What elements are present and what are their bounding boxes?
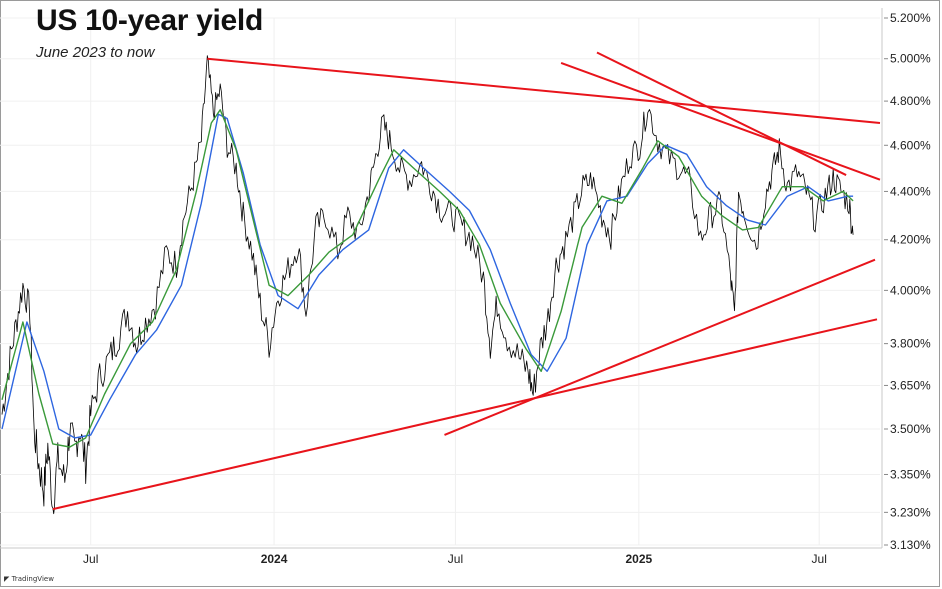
trendline-4 (52, 318, 878, 511)
y-tick-label: 5.000% (890, 52, 931, 66)
x-tick-label: Jul (83, 552, 98, 566)
logo-icon: ◤ (4, 575, 10, 583)
y-tick-label: 3.350% (890, 467, 931, 481)
chart-subtitle: June 2023 to now (36, 44, 155, 61)
trendline-1 (207, 57, 881, 124)
x-tick-label: Jul (448, 552, 463, 566)
trendlines-layer (52, 51, 881, 511)
series-line-ma-fast (1, 109, 854, 448)
y-tick-label: 4.600% (890, 138, 931, 152)
y-tick-label: 4.000% (890, 283, 931, 297)
trendline-2 (560, 61, 881, 181)
x-tick-label: 2024 (261, 552, 288, 566)
y-tick-label: 3.130% (890, 538, 931, 552)
tradingview-logo: ◤ TradingView (4, 575, 54, 583)
x-tick-label: Jul (812, 552, 827, 566)
chart-title: US 10-year yield (36, 4, 263, 37)
y-tick-label: 4.200% (890, 233, 931, 247)
y-tick-label: 4.400% (890, 184, 931, 198)
y-tick-label: 5.200% (890, 11, 931, 25)
series-line-ma-slow (1, 113, 854, 439)
x-tick-label: 2025 (625, 552, 652, 566)
x-axis: Jul 2024 Jul 2025 Jul (0, 547, 882, 566)
y-tick-label: 3.500% (890, 422, 931, 436)
trendline-3 (596, 51, 847, 176)
series-layer (1, 55, 854, 515)
logo-text: TradingView (11, 575, 54, 583)
y-axis: 5.200% 5.000% 4.800% 4.600% 4.400% 4.200% 4.00… (881, 8, 931, 552)
y-tick-label: 3.650% (890, 378, 931, 392)
series-line-price (1, 55, 854, 515)
y-tick-label: 3.800% (890, 337, 931, 351)
grid-lines (0, 17, 880, 546)
y-tick-label: 4.800% (890, 94, 931, 108)
trendline-5 (444, 258, 876, 436)
y-tick-label: 3.230% (890, 505, 931, 519)
